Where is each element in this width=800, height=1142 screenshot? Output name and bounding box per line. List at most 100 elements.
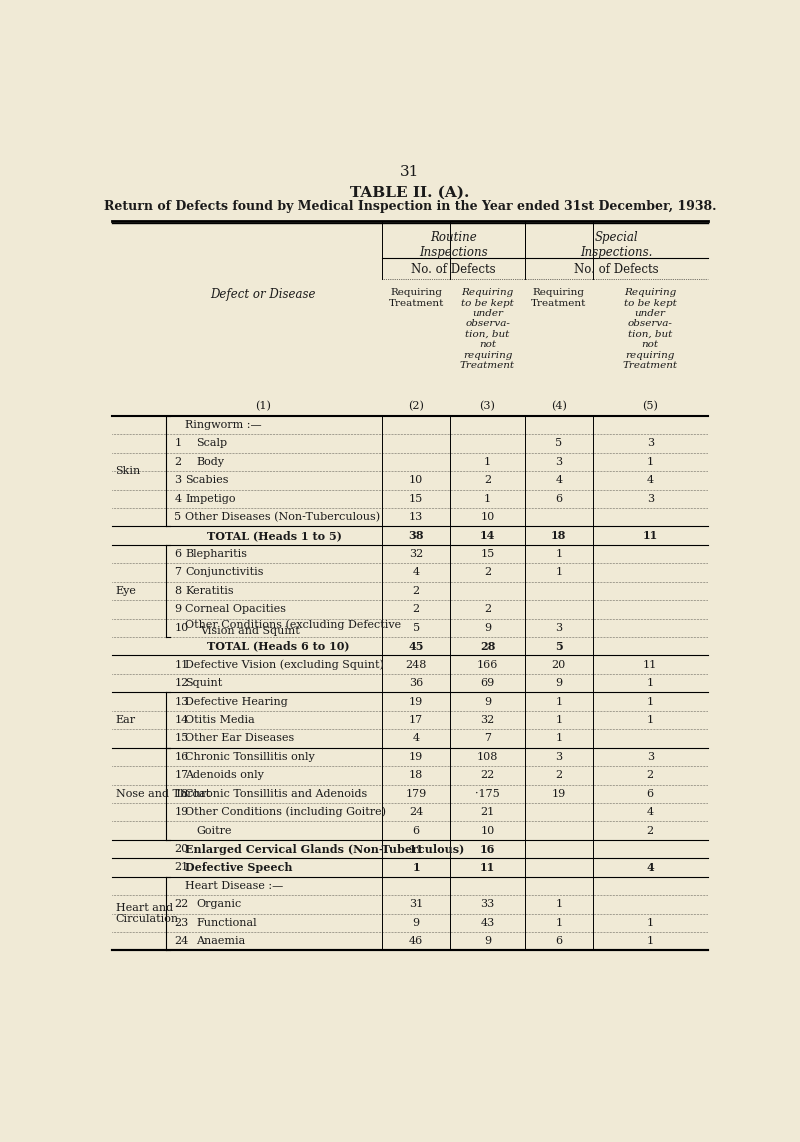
Text: 22: 22 (480, 771, 494, 780)
Text: Impetigo: Impetigo (185, 493, 235, 504)
Text: 13: 13 (409, 513, 423, 522)
Text: 9: 9 (174, 604, 182, 614)
Text: 4: 4 (646, 475, 654, 485)
Text: Squint: Squint (185, 678, 222, 689)
Text: (3): (3) (479, 401, 495, 411)
Text: Conjunctivitis: Conjunctivitis (185, 568, 263, 578)
Text: 69: 69 (480, 678, 494, 689)
Text: Skin: Skin (115, 466, 141, 476)
Text: Chronic Tonsillitis only: Chronic Tonsillitis only (185, 751, 314, 762)
Text: Requiring
Treatment: Requiring Treatment (389, 288, 444, 307)
Text: 1: 1 (646, 457, 654, 467)
Text: 12: 12 (174, 678, 189, 689)
Text: Defective Hearing: Defective Hearing (185, 697, 288, 707)
Text: 6: 6 (646, 789, 654, 798)
Text: 6: 6 (174, 549, 182, 560)
Text: 2: 2 (646, 771, 654, 780)
Text: Vision and Squint: Vision and Squint (201, 626, 300, 636)
Text: (4): (4) (551, 401, 566, 411)
Text: 1: 1 (484, 493, 491, 504)
Text: Scalp: Scalp (196, 439, 227, 449)
Text: 1: 1 (646, 678, 654, 689)
Text: Ear: Ear (115, 715, 136, 725)
Text: No. of Defects: No. of Defects (574, 263, 658, 275)
Text: 18: 18 (551, 530, 566, 541)
Text: 1: 1 (174, 439, 182, 449)
Text: TOTAL (Heads 1 to 5): TOTAL (Heads 1 to 5) (207, 530, 342, 541)
Text: 2: 2 (646, 826, 654, 836)
Text: 9: 9 (484, 622, 491, 633)
Text: 2: 2 (413, 604, 420, 614)
Text: Anaemia: Anaemia (196, 936, 246, 947)
Text: 20: 20 (552, 660, 566, 669)
Text: No. of Defects: No. of Defects (411, 263, 496, 275)
Text: Requiring
Treatment: Requiring Treatment (531, 288, 586, 307)
Text: 32: 32 (480, 715, 494, 725)
Text: 19: 19 (552, 789, 566, 798)
Text: 19: 19 (409, 751, 423, 762)
Text: 166: 166 (477, 660, 498, 669)
Text: Enlarged Cervical Glands (Non-Tuberculous): Enlarged Cervical Glands (Non-Tuberculou… (185, 844, 464, 854)
Text: 6: 6 (413, 826, 420, 836)
Text: (5): (5) (642, 401, 658, 411)
Text: 11: 11 (174, 660, 189, 669)
Text: 10: 10 (409, 475, 423, 485)
Text: 5: 5 (174, 513, 182, 522)
Text: 19: 19 (174, 807, 189, 818)
Text: 9: 9 (484, 936, 491, 947)
Text: Other Diseases (Non-Tuberculous): Other Diseases (Non-Tuberculous) (185, 512, 380, 522)
Text: Eye: Eye (115, 586, 136, 596)
Text: 3: 3 (646, 439, 654, 449)
Text: 21: 21 (480, 807, 494, 818)
Text: 19: 19 (409, 697, 423, 707)
Text: 22: 22 (174, 900, 189, 909)
Text: 2: 2 (484, 604, 491, 614)
Text: 5: 5 (555, 641, 562, 652)
Text: 3: 3 (174, 475, 182, 485)
Text: 16: 16 (480, 844, 495, 854)
Text: 38: 38 (409, 530, 424, 541)
Text: 11: 11 (642, 530, 658, 541)
Text: 17: 17 (409, 715, 423, 725)
Text: 1: 1 (484, 457, 491, 467)
Text: Routine
Inspections: Routine Inspections (419, 231, 488, 259)
Text: 10: 10 (480, 513, 494, 522)
Text: 1: 1 (646, 918, 654, 927)
Text: 16: 16 (174, 751, 189, 762)
Text: 1: 1 (646, 697, 654, 707)
Text: 1: 1 (555, 697, 562, 707)
Text: 7: 7 (484, 733, 491, 743)
Text: (1): (1) (255, 401, 270, 411)
Text: 4: 4 (413, 733, 420, 743)
Text: Keratitis: Keratitis (185, 586, 234, 596)
Text: 1: 1 (555, 918, 562, 927)
Text: 33: 33 (480, 900, 494, 909)
Text: 6: 6 (555, 493, 562, 504)
Text: Defect or Disease: Defect or Disease (210, 288, 315, 301)
Text: Scabies: Scabies (185, 475, 229, 485)
Text: 2: 2 (174, 457, 182, 467)
Text: 1: 1 (555, 900, 562, 909)
Text: 20: 20 (174, 844, 189, 854)
Text: Requiring
to be kept
under
observa-
tion, but
not
requiring
Treatment: Requiring to be kept under observa- tion… (460, 288, 515, 370)
Text: 6: 6 (555, 936, 562, 947)
Text: 1: 1 (412, 862, 420, 872)
Text: 1: 1 (555, 715, 562, 725)
Text: Ringworm :—: Ringworm :— (185, 420, 262, 431)
Text: 17: 17 (174, 771, 189, 780)
Text: 31: 31 (400, 166, 420, 179)
Text: 15: 15 (174, 733, 189, 743)
Text: 3: 3 (555, 751, 562, 762)
Text: 23: 23 (174, 918, 189, 927)
Text: 5: 5 (413, 622, 420, 633)
Text: 28: 28 (480, 641, 495, 652)
Text: Organic: Organic (196, 900, 242, 909)
Text: 4: 4 (413, 568, 420, 578)
Text: Other Conditions (including Goitre): Other Conditions (including Goitre) (185, 807, 386, 818)
Text: 3: 3 (555, 622, 562, 633)
Text: Adenoids only: Adenoids only (185, 771, 264, 780)
Text: 7: 7 (174, 568, 182, 578)
Text: 11: 11 (643, 660, 658, 669)
Text: 108: 108 (477, 751, 498, 762)
Text: 2: 2 (555, 771, 562, 780)
